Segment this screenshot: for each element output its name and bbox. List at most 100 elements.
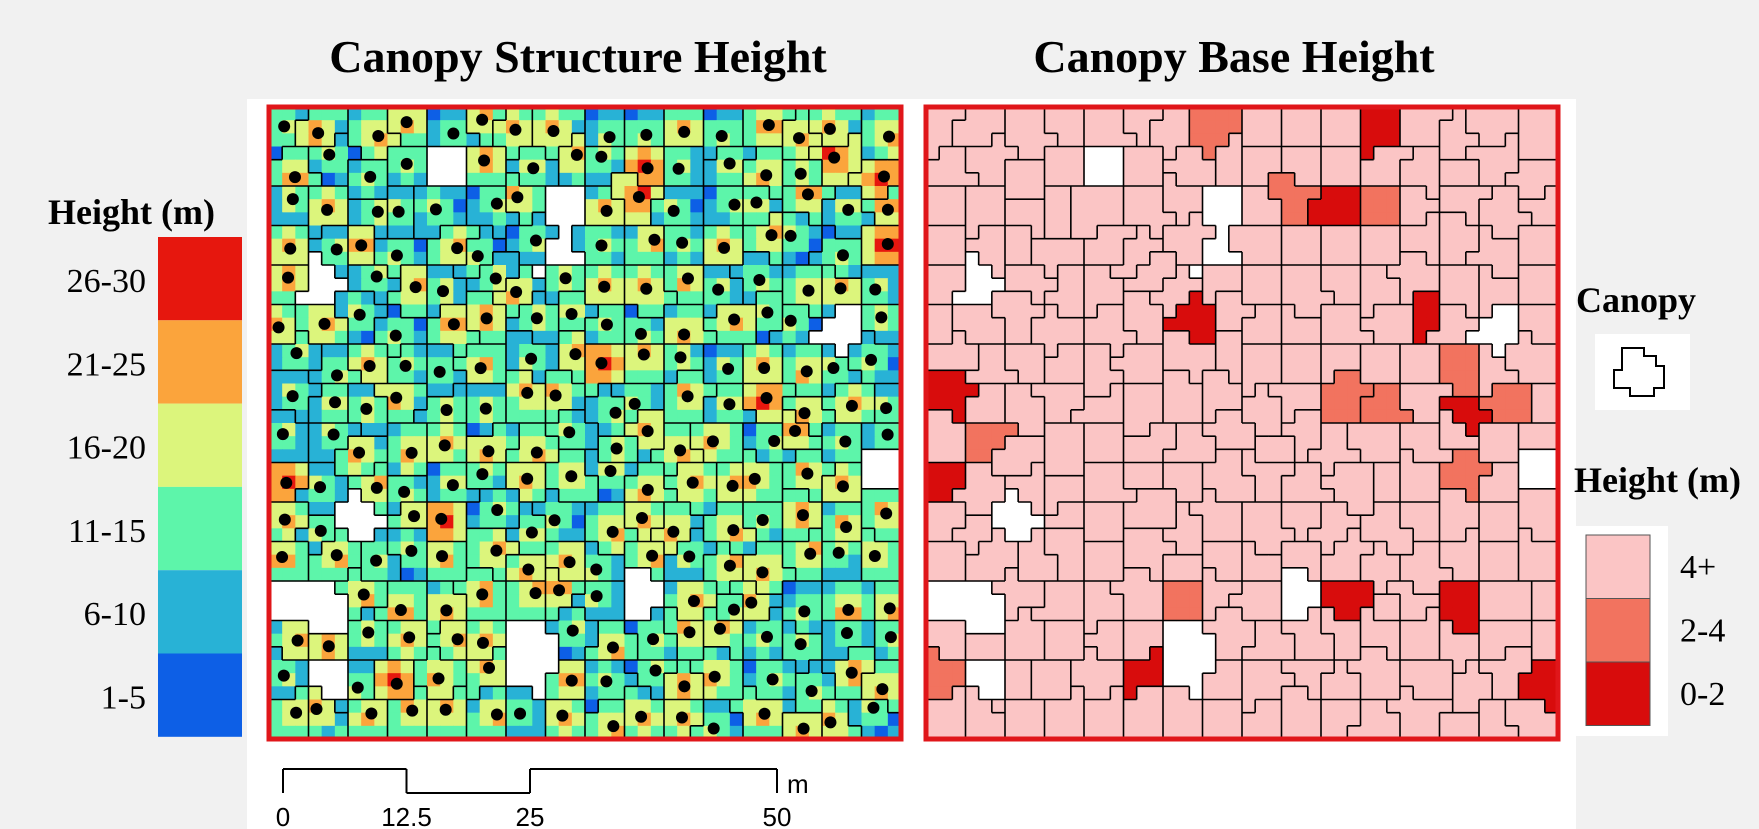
map-cell <box>651 384 665 398</box>
map-cell <box>1308 384 1322 398</box>
map-cell <box>1295 436 1309 450</box>
map-cell <box>1018 581 1032 595</box>
map-cell <box>1045 331 1059 345</box>
map-cell <box>546 621 560 635</box>
map-cell <box>1229 226 1243 240</box>
map-cell <box>1203 291 1217 305</box>
map-cell <box>1334 502 1348 516</box>
map-cell <box>414 291 428 305</box>
map-cell <box>1189 160 1203 174</box>
map-cell <box>611 686 625 700</box>
map-cell <box>664 278 678 292</box>
tree-top <box>290 707 302 719</box>
map-cell <box>1255 186 1269 200</box>
map-cell <box>939 423 953 437</box>
map-cell <box>1426 502 1440 516</box>
map-cell <box>1216 265 1230 279</box>
map-cell <box>1216 357 1230 371</box>
map-cell <box>862 621 876 635</box>
tree-top <box>798 407 810 419</box>
map-cell <box>1268 555 1282 569</box>
map-cell <box>704 120 718 134</box>
map-cell <box>1137 463 1151 477</box>
map-cell <box>1413 357 1427 371</box>
map-cell <box>611 331 625 345</box>
map-cell <box>414 634 428 648</box>
map-cell <box>546 686 560 700</box>
map-cell <box>1137 160 1151 174</box>
map-cell <box>1018 278 1032 292</box>
map-cell <box>875 647 889 661</box>
map-cell <box>1532 542 1546 556</box>
map-cell <box>1334 370 1348 384</box>
map-cell <box>1031 291 1045 305</box>
tree-top <box>476 588 488 600</box>
tree-top <box>761 307 773 319</box>
map-cell <box>1282 199 1296 213</box>
tree-top <box>279 514 291 526</box>
map-cell <box>1031 344 1045 358</box>
tree-top <box>398 486 410 498</box>
map-cell <box>1242 607 1256 621</box>
map-cell <box>1176 410 1190 424</box>
map-cell <box>1255 410 1269 424</box>
map-cell <box>532 423 546 437</box>
map-cell <box>677 581 691 595</box>
map-cell <box>1045 344 1059 358</box>
tree-top <box>789 425 801 437</box>
map-cell <box>625 502 639 516</box>
map-cell <box>348 397 362 411</box>
map-cell <box>1097 515 1111 529</box>
map-cell <box>743 370 757 384</box>
map-cell <box>1387 476 1401 490</box>
map-cell <box>835 265 849 279</box>
map-cell <box>1426 370 1440 384</box>
map-cell <box>427 528 441 542</box>
map-cell <box>1505 660 1519 674</box>
map-cell <box>467 305 481 319</box>
map-cell <box>1045 318 1059 332</box>
map-cell <box>1361 502 1375 516</box>
map-cell <box>1440 489 1454 503</box>
map-cell <box>638 212 652 226</box>
map-cell <box>348 555 362 569</box>
map-cell <box>690 423 704 437</box>
map-cell <box>1453 634 1467 648</box>
map-cell <box>979 357 993 371</box>
map-cell <box>1216 331 1230 345</box>
map-cell <box>809 594 823 608</box>
map-cell <box>664 173 678 187</box>
map-cell <box>690 660 704 674</box>
map-cell <box>979 528 993 542</box>
map-cell <box>992 265 1006 279</box>
map-cell <box>743 621 757 635</box>
map-cell <box>1413 278 1427 292</box>
map-cell <box>1255 239 1269 253</box>
map-cell <box>939 686 953 700</box>
map-cell <box>939 265 953 279</box>
map-cell <box>1479 239 1493 253</box>
map-cell <box>1479 370 1493 384</box>
map-cell <box>585 344 599 358</box>
map-cell <box>1295 318 1309 332</box>
map-cell <box>388 555 402 569</box>
map-cell <box>388 634 402 648</box>
map-cell <box>1492 528 1506 542</box>
map-cell <box>1413 528 1427 542</box>
map-cell <box>875 713 889 727</box>
map-cell <box>322 305 336 319</box>
map-cell <box>1321 239 1335 253</box>
map-cell <box>1242 384 1256 398</box>
map-cell <box>1282 133 1296 147</box>
map-cell <box>638 621 652 635</box>
map-cell <box>348 542 362 556</box>
map-cell <box>1295 463 1309 477</box>
map-cell <box>1413 673 1427 687</box>
map-cell <box>414 423 428 437</box>
map-cell <box>1334 252 1348 266</box>
map-cell <box>1242 594 1256 608</box>
map-cell <box>572 239 586 253</box>
map-cell <box>1176 265 1190 279</box>
map-cell <box>1361 239 1375 253</box>
tree-top <box>525 353 537 365</box>
